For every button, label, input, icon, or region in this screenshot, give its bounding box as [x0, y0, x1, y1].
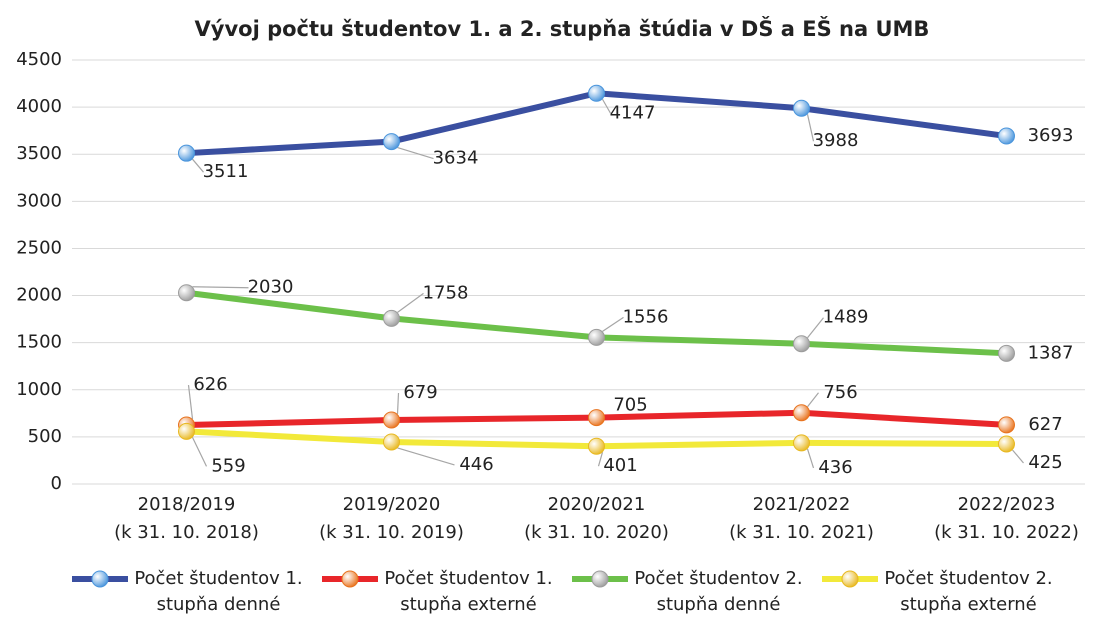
- marker: [588, 437, 605, 455]
- legend-marker: [341, 570, 359, 588]
- x-tick-label: 2022/2023: [958, 494, 1056, 515]
- data-label: 626: [193, 374, 227, 395]
- series-line: [186, 90, 1007, 157]
- marker: [383, 433, 400, 451]
- y-tick-label: 2500: [16, 237, 62, 258]
- legend-label: Počet študentov 1. stupňa denné: [134, 568, 303, 615]
- marker: [588, 328, 605, 346]
- x-tick-sublabel: (k 31. 10. 2018): [114, 522, 259, 543]
- marker: [588, 409, 605, 427]
- marker: [178, 284, 195, 302]
- legend-marker: [591, 570, 609, 588]
- data-label: 679: [403, 382, 437, 403]
- legend-item: Počet študentov 1. stupňa denné: [70, 566, 311, 618]
- x-tick-label: 2021/2022: [753, 494, 851, 515]
- marker: [178, 422, 195, 440]
- data-label: 401: [603, 455, 637, 476]
- marker: [793, 335, 810, 353]
- legend-swatch: [72, 570, 128, 588]
- chart: Vývoj počtu študentov 1. a 2. stupňa štú…: [16, 16, 1085, 543]
- data-label: 1556: [623, 306, 669, 327]
- y-tick-label: 4000: [16, 96, 62, 117]
- y-tick-label: 4500: [16, 49, 62, 70]
- leader-line: [806, 114, 815, 142]
- data-label: 1489: [823, 307, 869, 328]
- legend-swatch: [572, 570, 628, 588]
- y-tick-label: 2000: [16, 285, 62, 306]
- x-tick-sublabel: (k 31. 10. 2021): [729, 522, 874, 543]
- leader-line: [397, 147, 434, 160]
- legend-label: Počet študentov 1. stupňa externé: [384, 568, 553, 615]
- marker: [793, 434, 810, 452]
- x-tick-sublabel: (k 31. 10. 2019): [319, 522, 464, 543]
- marker: [793, 99, 810, 117]
- data-label: 436: [818, 457, 852, 478]
- data-label: 627: [1028, 414, 1062, 435]
- marker: [588, 84, 605, 102]
- x-tick-sublabel: (k 31. 10. 2020): [524, 522, 669, 543]
- legend-swatch: [322, 570, 378, 588]
- data-label: 1387: [1028, 342, 1074, 363]
- leader-line: [191, 437, 208, 467]
- data-label: 3988: [813, 130, 859, 151]
- legend-item: Počet študentov 1. stupňa externé: [320, 566, 561, 618]
- marker: [383, 411, 400, 429]
- leader-line: [397, 447, 455, 466]
- data-label: 559: [211, 455, 245, 476]
- legend-item: Počet študentov 2. stupňa externé: [820, 566, 1061, 618]
- data-label: 3634: [433, 148, 479, 169]
- legend-label: Počet študentov 2. stupňa externé: [884, 568, 1053, 615]
- marker: [178, 144, 195, 162]
- leader-line: [187, 384, 194, 420]
- leader-line: [806, 448, 815, 469]
- leader-line: [397, 292, 424, 313]
- marker: [793, 404, 810, 422]
- marker: [998, 435, 1015, 453]
- data-label: 2030: [248, 277, 294, 298]
- x-tick-label: 2019/2020: [343, 494, 441, 515]
- x-tick-sublabel: (k 31. 10. 2022): [934, 522, 1079, 543]
- y-tick-label: 3000: [16, 190, 62, 211]
- data-label: 1758: [423, 282, 469, 303]
- x-tick-label: 2020/2021: [548, 494, 646, 515]
- legend-marker: [841, 570, 859, 588]
- data-label: 3511: [203, 161, 249, 182]
- marker: [998, 344, 1015, 362]
- leader-line: [602, 316, 624, 332]
- chart-title: Vývoj počtu študentov 1. a 2. stupňa štú…: [195, 16, 930, 41]
- legend-marker: [91, 570, 109, 588]
- y-tick-label: 3500: [16, 143, 62, 164]
- leader-line: [807, 317, 824, 339]
- leader-line: [396, 392, 400, 415]
- x-tick-label: 2018/2019: [138, 494, 236, 515]
- marker: [998, 416, 1015, 434]
- leader-line: [601, 98, 612, 114]
- legend-item: Počet študentov 2. stupňa denné: [570, 566, 811, 618]
- data-label: 446: [459, 454, 493, 475]
- y-tick-label: 1500: [16, 332, 62, 353]
- legend-label: Počet študentov 2. stupňa denné: [634, 568, 803, 615]
- data-label: 3693: [1028, 125, 1074, 146]
- data-label: 756: [823, 382, 857, 403]
- leader-line: [597, 452, 604, 467]
- y-tick-label: 0: [51, 473, 62, 494]
- marker: [383, 133, 400, 151]
- marker: [383, 309, 400, 327]
- legend-swatch: [822, 570, 878, 588]
- leader-line: [1012, 449, 1024, 464]
- y-tick-label: 500: [28, 426, 62, 447]
- leader-line: [192, 286, 249, 289]
- data-label: 425: [1028, 452, 1062, 473]
- leader-line: [192, 158, 204, 173]
- leader-line: [807, 392, 819, 408]
- data-label: 705: [613, 395, 647, 416]
- marker: [998, 127, 1015, 145]
- data-label: 4147: [610, 102, 656, 123]
- y-tick-label: 1000: [16, 379, 62, 400]
